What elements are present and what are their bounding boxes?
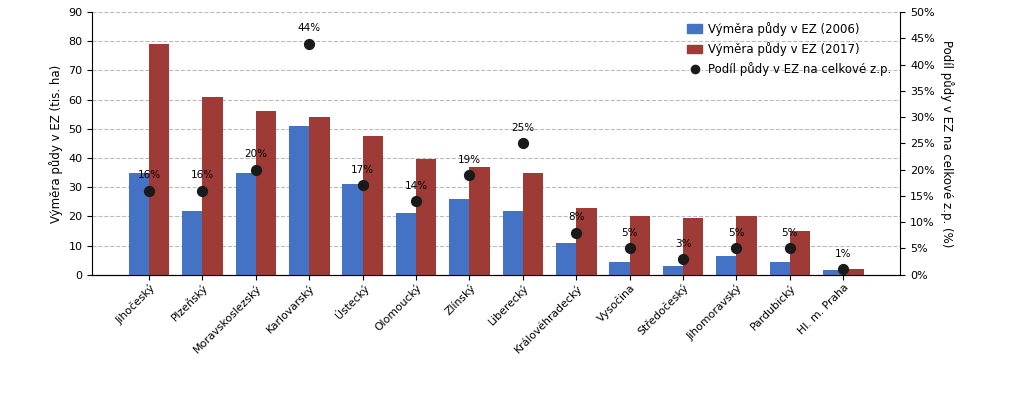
Bar (182, 210, 203, 275)
Point (461, 172, 478, 178)
Y-axis label: Podíl půdy v EZ na celkové z.p. (%): Podíl půdy v EZ na celkové z.p. (%) (940, 40, 954, 247)
Point (301, 40, 317, 47)
Bar (737, 217, 757, 275)
Text: 17%: 17% (351, 165, 374, 175)
Bar (343, 184, 363, 275)
Text: 20%: 20% (244, 149, 267, 160)
Point (782, 245, 798, 252)
Bar (843, 269, 863, 275)
Point (515, 140, 531, 147)
Text: 44%: 44% (298, 23, 321, 34)
Bar (683, 218, 704, 275)
Point (675, 256, 692, 262)
Bar (256, 112, 276, 275)
Text: 19%: 19% (458, 155, 481, 165)
Bar (629, 217, 650, 275)
Bar (416, 160, 437, 275)
Text: 25%: 25% (512, 123, 534, 133)
Text: 16%: 16% (191, 170, 214, 181)
Legend: Výměra půdy v EZ (2006), Výměra půdy v EZ (2017), Podíl půdy v EZ na celkové z.p: Výměra půdy v EZ (2006), Výměra půdy v E… (684, 18, 894, 80)
Point (248, 166, 264, 173)
Text: 5%: 5% (621, 228, 638, 238)
Bar (288, 126, 309, 275)
Y-axis label: Výměra půdy v EZ (tis. ha): Výměra půdy v EZ (tis. ha) (49, 64, 62, 223)
Text: 16%: 16% (137, 170, 161, 181)
Point (408, 198, 425, 204)
Point (568, 229, 584, 236)
Bar (576, 208, 596, 275)
Point (194, 187, 211, 194)
Bar (769, 262, 790, 275)
Text: 5%: 5% (728, 228, 745, 238)
Point (621, 245, 637, 252)
Bar (790, 231, 810, 275)
Bar (610, 262, 629, 275)
Bar (396, 213, 416, 275)
Bar (149, 44, 170, 275)
Bar (449, 199, 470, 275)
Bar (502, 210, 523, 275)
Bar (235, 173, 256, 275)
Text: 14%: 14% (404, 181, 428, 191)
Bar (203, 97, 223, 275)
Text: 3%: 3% (675, 239, 692, 249)
Point (835, 266, 851, 273)
Point (728, 245, 745, 252)
Bar (309, 117, 329, 275)
Text: 8%: 8% (568, 213, 584, 223)
Bar (822, 270, 843, 275)
Bar (663, 266, 683, 275)
Bar (555, 243, 576, 275)
Bar (716, 256, 737, 275)
Point (141, 187, 158, 194)
Text: 5%: 5% (782, 228, 798, 238)
Text: 1%: 1% (835, 249, 851, 259)
Bar (363, 136, 383, 275)
Point (355, 182, 371, 189)
Bar (470, 167, 490, 275)
Bar (523, 173, 543, 275)
Bar (129, 173, 149, 275)
